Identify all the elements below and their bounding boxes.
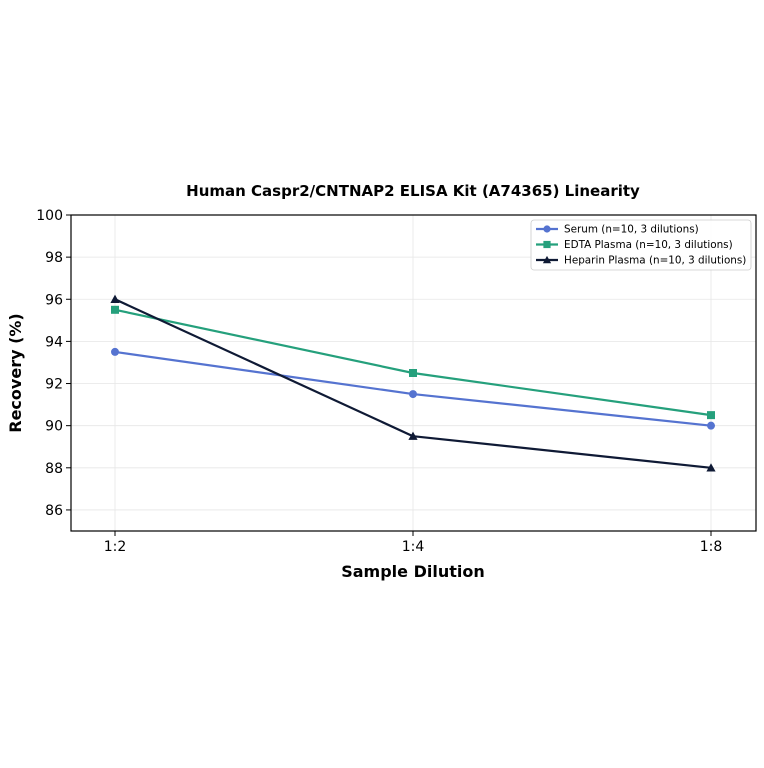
legend: Serum (n=10, 3 dilutions) EDTA Plasma (n=… — [530, 219, 752, 271]
data-point — [706, 463, 716, 472]
x-tick-label: 1:8 — [700, 539, 723, 555]
plot-area: 86 88 90 92 94 96 98 100 1:2 1:4 1:8 Serum (n=10, 3… — [36, 208, 757, 555]
data-point — [543, 225, 551, 233]
data-point — [543, 240, 551, 249]
y-tick-label: 86 — [45, 503, 63, 519]
data-point — [408, 431, 418, 440]
series-circle — [111, 347, 715, 430]
legend-item: Heparin Plasma (n=10, 3 dilutions) — [536, 255, 746, 267]
data-point — [707, 411, 715, 420]
legend-label: EDTA Plasma (n=10, 3 dilutions) — [564, 239, 733, 251]
legend-label: Serum (n=10, 3 dilutions) — [564, 224, 699, 236]
y-tick-label: 90 — [45, 419, 63, 435]
y-tick-label: 92 — [45, 377, 63, 393]
data-point — [542, 255, 552, 264]
data-point — [111, 347, 119, 356]
data-point — [409, 369, 417, 377]
y-tick-label: 88 — [45, 461, 63, 477]
legend-item: Serum (n=10, 3 dilutions) — [536, 224, 699, 236]
legend-item: EDTA Plasma (n=10, 3 dilutions) — [536, 239, 733, 251]
series-triangle — [110, 294, 716, 472]
legend-box — [530, 219, 752, 271]
y-tick-label: 100 — [36, 208, 63, 224]
y-axis-label: Recovery (%) — [6, 313, 25, 432]
legend-label: Heparin Plasma (n=10, 3 dilutions) — [564, 255, 746, 267]
y-tick-label: 98 — [45, 250, 63, 266]
series-square — [111, 305, 715, 420]
data-point — [707, 421, 715, 430]
axis-ticks: 86 88 90 92 94 96 98 100 1:2 1:4 1:8 — [36, 208, 722, 555]
x-tick-label: 1:2 — [104, 539, 127, 555]
x-axis-label: Sample Dilution — [341, 562, 485, 581]
plot-frame — [70, 214, 757, 532]
chart-title: Human Caspr2/CNTNAP2 ELISA Kit (A74365) … — [186, 182, 640, 200]
data-point — [110, 294, 120, 303]
x-tick-label: 1:4 — [402, 539, 425, 555]
y-tick-label: 94 — [45, 334, 63, 350]
data-point — [111, 305, 119, 314]
y-tick-label: 96 — [45, 292, 63, 308]
data-point — [409, 390, 417, 399]
